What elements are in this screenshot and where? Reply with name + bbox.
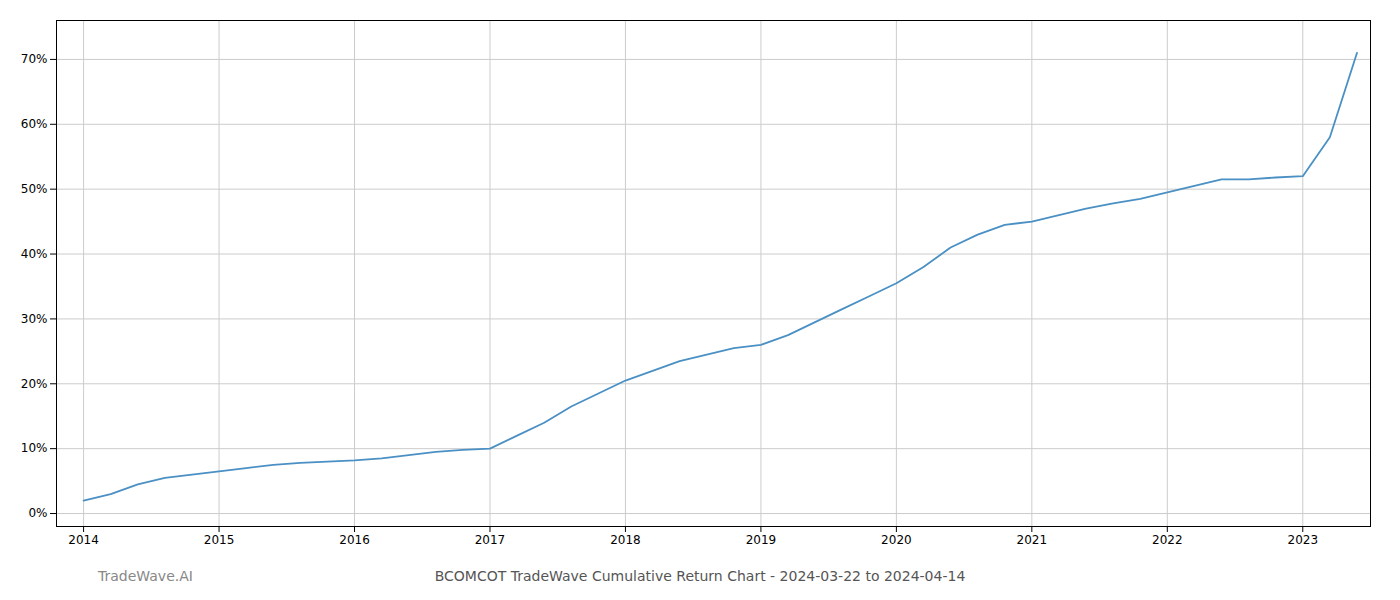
- svg-text:70%: 70%: [21, 52, 48, 66]
- svg-text:10%: 10%: [21, 441, 48, 455]
- svg-text:40%: 40%: [21, 247, 48, 261]
- svg-text:2014: 2014: [68, 533, 99, 547]
- html-text:BCOMCOT TradeWave Cumulative R: BCOMCOT TradeWave Cumulative Return Char…: [434, 568, 966, 584]
- svg-text:60%: 60%: [21, 117, 48, 131]
- svg-text:2022: 2022: [1152, 533, 1183, 547]
- svg-text:2015: 2015: [204, 533, 235, 547]
- svg-text:2016: 2016: [339, 533, 370, 547]
- svg-text:2021: 2021: [1017, 533, 1048, 547]
- svg-text:2020: 2020: [881, 533, 912, 547]
- svg-text:2017: 2017: [475, 533, 506, 547]
- svg-text:30%: 30%: [21, 312, 48, 326]
- svg-text:50%: 50%: [21, 182, 48, 196]
- svg-text:2018: 2018: [610, 533, 641, 547]
- svg-text:2019: 2019: [746, 533, 777, 547]
- svg-text:2023: 2023: [1287, 533, 1318, 547]
- html-text:TradeWave.AI: TradeWave.AI: [98, 568, 193, 584]
- svg-text:0%: 0%: [28, 506, 47, 520]
- svg-text:20%: 20%: [21, 377, 48, 391]
